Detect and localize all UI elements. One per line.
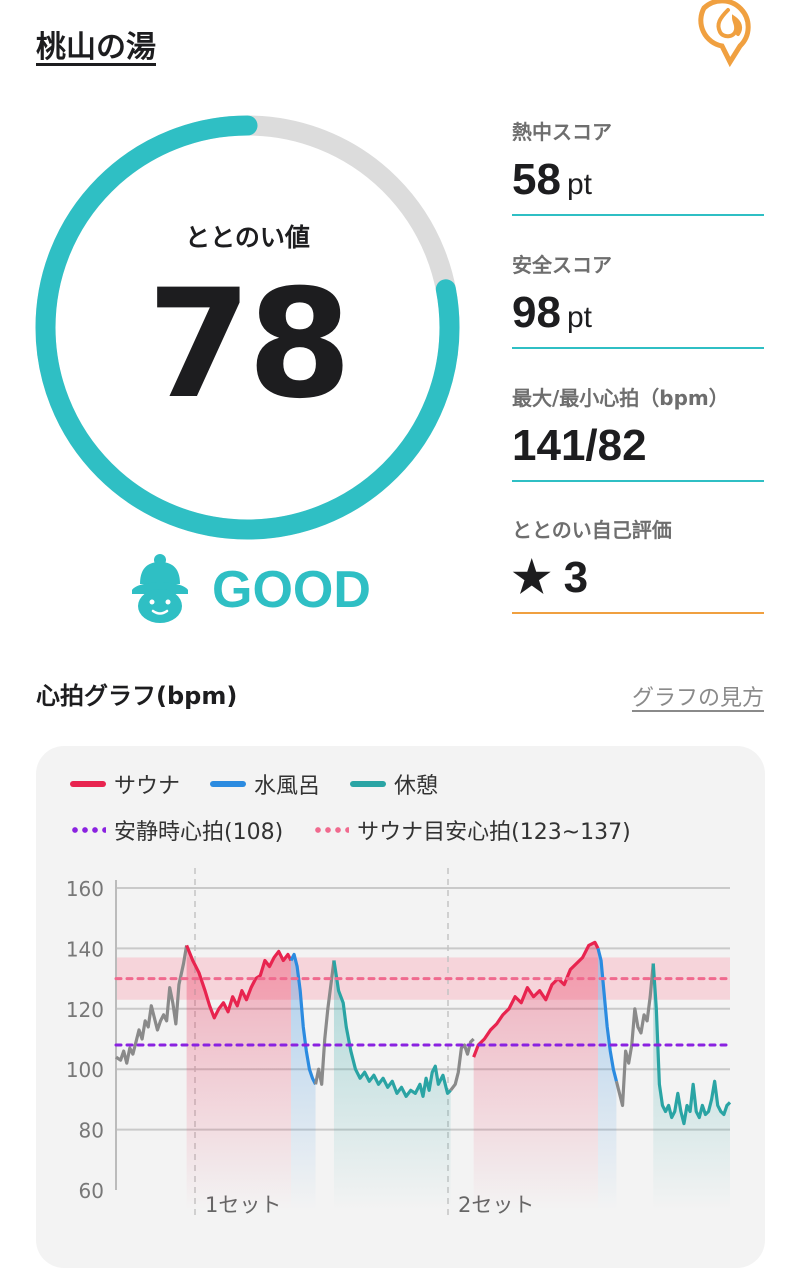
metric-label: 熱中スコア (512, 120, 612, 144)
fire-chat-icon[interactable] (690, 0, 770, 68)
metric-number: 58 (512, 155, 561, 204)
metric-label: 安全スコア (512, 253, 612, 277)
legend-cold-bath: 水風呂 (210, 768, 320, 800)
legend-resting-hr: 安静時心拍(108) (70, 814, 283, 846)
y-tick-label: 100 (66, 1058, 104, 1082)
rest-area (653, 963, 730, 1210)
metric-heat-score: 熱中スコア 58 pt (512, 116, 764, 216)
totonoi-label: ととのい値 (185, 223, 310, 252)
legend-swatch (350, 781, 387, 787)
sauna-hat-face-icon (132, 554, 188, 623)
metric-number: ★ 3 (512, 553, 589, 602)
cold_bath-area (290, 954, 316, 1210)
heart-rate-chart-card: サウナ 水風呂 休憩 安静時心拍(108) サウナ目安心拍(123~137) 1… (36, 746, 765, 1268)
metric-divider (512, 612, 764, 614)
heart-rate-chart: 16014012010080601セット2セット (66, 868, 732, 1217)
sauna-line (472, 940, 600, 1058)
metric-safety-score: 安全スコア 98 pt (512, 249, 764, 349)
metric-unit: pt (566, 301, 592, 334)
cold_bath-line (596, 948, 618, 1082)
metric-divider (512, 347, 764, 349)
metric-label: ととのい自己評価 (512, 518, 672, 542)
transition-line (313, 960, 336, 1086)
legend-swatch (70, 827, 106, 833)
metric-number: 141/82 (512, 421, 647, 470)
legend-target-hr: サウナ目安心拍(123~137) (313, 814, 631, 846)
rest-line (651, 963, 732, 1126)
legend-label: サウナ目安心拍(123~137) (357, 820, 631, 845)
metric-value: 98 pt (512, 287, 764, 343)
graph-guide-link[interactable]: グラフの見方 (631, 686, 764, 711)
totonoi-gauge-arc (35, 115, 460, 540)
legend-sauna: サウナ (70, 768, 180, 800)
sauna-area (186, 945, 291, 1210)
sauna-line (185, 944, 293, 1020)
legend-label: 安静時心拍(108) (114, 820, 284, 845)
legend-swatch (313, 827, 350, 833)
legend-swatch (210, 781, 247, 787)
transition-line (614, 963, 655, 1108)
metric-value: 141/82 (512, 420, 764, 476)
metric-value: 58 pt (512, 154, 764, 210)
legend-swatch (70, 781, 106, 787)
y-tick-label: 160 (66, 877, 104, 901)
metric-heart-rate: 最大/最小心拍（bpm） 141/82 (512, 382, 764, 482)
cold_bath-line (289, 952, 317, 1086)
metric-self-rating[interactable]: ととのい自己評価 ★ 3 (512, 514, 764, 614)
totonoi-gauge (35, 115, 460, 540)
metric-number: 98 (512, 288, 561, 337)
transition-line (115, 945, 189, 1065)
legend-label: 休憩 (394, 774, 439, 799)
y-tick-label: 80 (79, 1119, 104, 1143)
y-tick-label: 140 (66, 937, 104, 961)
legend-label: サウナ (114, 774, 181, 799)
y-tick-label: 120 (66, 998, 104, 1022)
y-tick-label: 60 (79, 1179, 104, 1203)
transition-line (449, 1037, 475, 1092)
sauna-area (473, 942, 598, 1210)
metric-divider (512, 480, 764, 482)
facility-name: 桃山の湯 (36, 30, 156, 65)
totonoi-value: 78 (147, 258, 352, 432)
cold_bath-area (597, 948, 617, 1210)
rest-line (332, 960, 452, 1098)
metric-value: ★ 3 (512, 552, 764, 608)
metric-divider (512, 214, 764, 216)
legend-label: 水風呂 (254, 774, 321, 799)
heart-rate-graph-title: 心拍グラフ(bpm) (36, 682, 238, 710)
metric-unit: pt (566, 168, 592, 201)
legend-rest: 休憩 (350, 768, 438, 800)
metric-label: 最大/最小心拍（bpm） (512, 386, 729, 410)
legend-row-phases: サウナ 水風呂 休憩 (70, 768, 468, 800)
totonoi-rating: GOOD (212, 561, 371, 619)
legend-row-thresholds: 安静時心拍(108) サウナ目安心拍(123~137) (70, 814, 661, 846)
